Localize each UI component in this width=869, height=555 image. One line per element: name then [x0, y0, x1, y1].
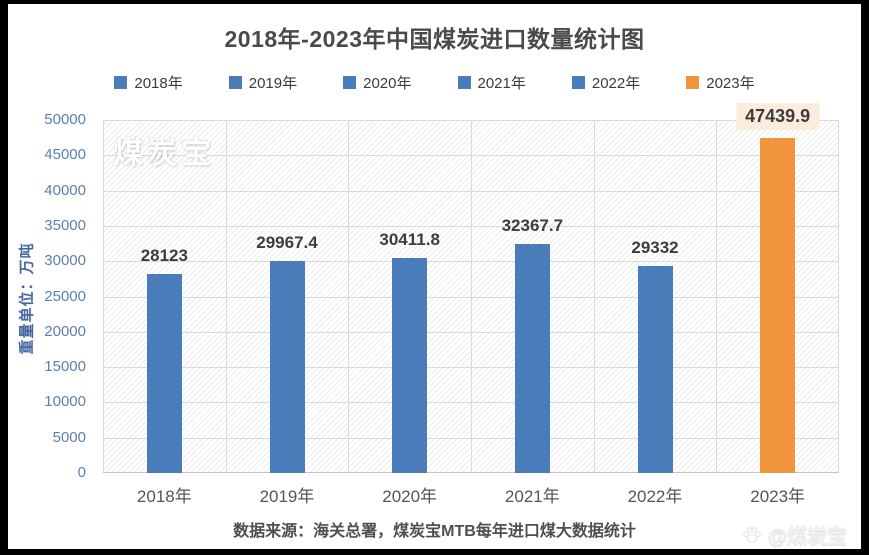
bar-2021年: [514, 244, 550, 473]
watermark-handle-text: @煤炭宝: [767, 526, 847, 548]
x-axis-line: [103, 472, 839, 473]
legend-marker: [343, 76, 357, 89]
x-tick-label-2019年: 2019年: [259, 487, 315, 506]
legend-marker: [571, 76, 585, 89]
legend-marker: [457, 76, 471, 89]
y-tick-label: 45000: [44, 146, 86, 164]
category-separator: [716, 120, 718, 473]
plot-area: 煤炭宝 28123 29967.4 30411.8 32367.7 29332 47439…: [103, 103, 839, 473]
x-tick-label-2023年: 2023年: [750, 487, 806, 506]
paw-icon: [743, 526, 762, 543]
bar-2020年: [392, 258, 428, 473]
y-tick-label: 5000: [52, 428, 86, 446]
chart-card: 2018年-2023年中国煤炭进口数量统计图 2018年 2019年 2020年 20…: [8, 4, 861, 549]
legend-label: 2019年: [248, 75, 298, 92]
data-label-2023年: 47439.9: [736, 103, 820, 131]
chart-title: 2018年-2023年中国煤炭进口数量统计图: [224, 26, 645, 52]
bar-2022年: [637, 265, 673, 473]
legend-item-2019年: 2019年: [228, 72, 298, 93]
y-tick-label: 20000: [44, 322, 86, 340]
legend-marker: [228, 76, 242, 89]
bar-2018年: [146, 274, 182, 473]
data-label-2022年: 29332: [631, 237, 679, 257]
data-source-note: 数据来源：海关总署，煤炭宝MTB每年进口煤大数据统计: [233, 523, 636, 540]
legend-label: 2020年: [363, 75, 412, 92]
legend-item-2022年: 2022年: [571, 72, 641, 93]
legend-item-2023年: 2023年: [686, 72, 755, 93]
y-tick-label: 0: [77, 464, 86, 481]
bar-2023年: [760, 138, 796, 473]
legend-label: 2018年: [134, 75, 183, 92]
y-tick-label: 35000: [44, 216, 86, 234]
category-separator: [471, 120, 472, 473]
category-separator: [838, 120, 839, 473]
legend-label: 2021年: [477, 75, 526, 92]
legend-marker: [686, 76, 700, 89]
legend: 2018年 2019年 2020年 2021年 2022年 2023年: [8, 72, 861, 93]
category-separator: [593, 120, 595, 473]
x-tick-label-2022年: 2022年: [627, 487, 683, 506]
x-tick-label-2020年: 2020年: [382, 487, 438, 506]
category-separator: [348, 120, 350, 473]
y-tick-label: 50000: [44, 111, 86, 128]
data-label-2019年: 29967.4: [256, 233, 318, 253]
legend-label: 2022年: [591, 75, 641, 92]
data-label-2021年: 32367.7: [501, 216, 564, 236]
bar-2019年: [269, 261, 305, 473]
y-axis-ticks: 0 5000 10000 15000 20000 25000 30000 35000 40000…: [8, 111, 94, 481]
category-separator: [103, 120, 104, 473]
watermark-handle: @煤炭宝: [741, 520, 847, 549]
data-label-2018年: 28123: [140, 246, 188, 266]
legend-item-2020年: 2020年: [343, 72, 412, 93]
x-axis-labels: 2018年 2019年 2020年 2021年 2022年 2023年: [103, 476, 839, 506]
y-tick-label: 15000: [44, 358, 86, 376]
legend-item-2021年: 2021年: [457, 72, 526, 93]
category-separator: [225, 120, 227, 473]
y-tick-label: 40000: [44, 181, 86, 199]
y-tick-label: 10000: [44, 393, 86, 411]
data-label-2020年: 30411.8: [379, 230, 440, 250]
x-tick-label-2018年: 2018年: [136, 487, 192, 506]
watermark-brand: 煤炭宝: [113, 137, 215, 170]
legend-marker: [114, 76, 128, 89]
x-tick-label-2021年: 2021年: [504, 487, 560, 506]
legend-item-2018年: 2018年: [114, 72, 183, 93]
y-tick-label: 30000: [44, 252, 86, 270]
legend-label: 2023年: [706, 75, 755, 92]
y-tick-label: 25000: [44, 287, 86, 305]
